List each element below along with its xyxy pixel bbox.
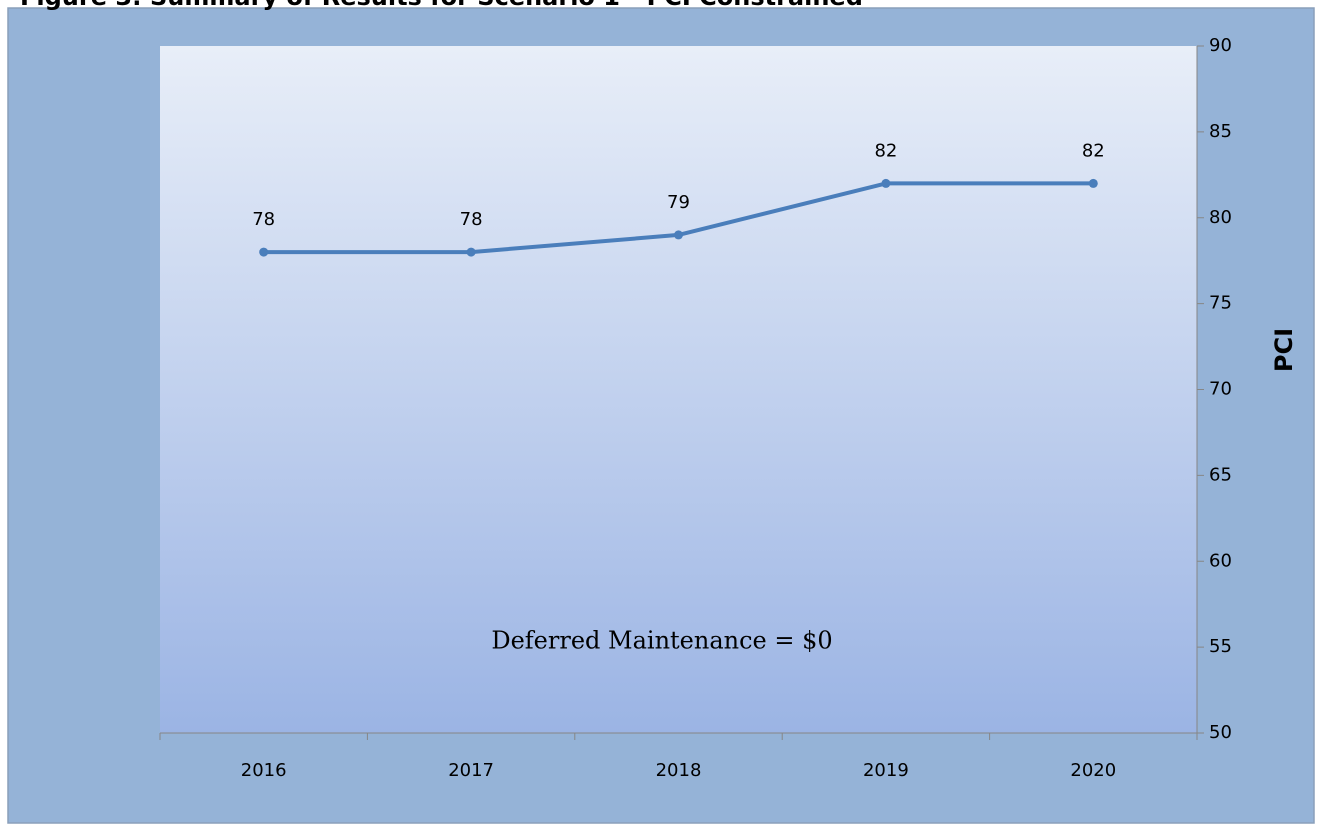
chart-title: Figure 3: Summary of Results for Scenari… (20, 0, 863, 11)
y2-tick-label: 80 (1209, 207, 1232, 228)
y2-tick-label: 90 (1209, 35, 1232, 56)
y2-tick-label: 65 (1209, 464, 1232, 485)
y2-tick-label: 50 (1209, 722, 1232, 743)
data-label: 82 (1082, 140, 1105, 161)
x-tick-label: 2019 (863, 760, 909, 781)
y2-tick-label: 85 (1209, 121, 1232, 142)
x-tick-label: 2016 (241, 760, 287, 781)
plot-area (160, 46, 1197, 733)
point (881, 178, 891, 188)
data-label: 78 (252, 209, 275, 230)
y2-tick-label: 70 (1209, 379, 1232, 400)
point (466, 247, 476, 257)
point (1088, 178, 1098, 188)
y2-axis-label: PCI (1270, 328, 1298, 372)
y2-tick-label: 60 (1209, 550, 1232, 571)
point (674, 230, 683, 240)
annotation: Deferred Maintenance = $0 (491, 627, 832, 655)
x-tick-label: 2018 (656, 760, 702, 781)
data-label: 82 (874, 140, 897, 161)
y2-tick-label: 55 (1209, 636, 1232, 657)
x-tick-label: 2020 (1070, 760, 1116, 781)
data-label: 78 (460, 209, 483, 230)
x-tick-label: 2017 (448, 760, 494, 781)
point (259, 247, 269, 257)
y2-tick-label: 75 (1209, 293, 1232, 314)
data-label: 79 (667, 192, 690, 213)
